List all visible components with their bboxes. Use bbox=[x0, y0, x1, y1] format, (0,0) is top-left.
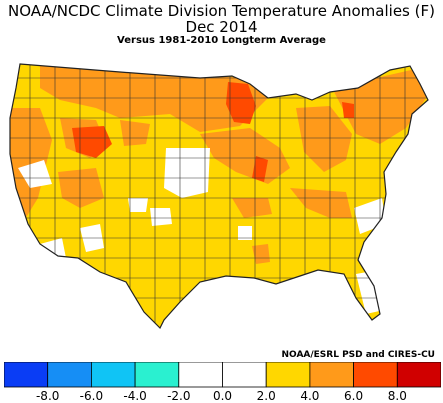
legend-swatch bbox=[47, 362, 92, 388]
legend-tick-label: -6.0 bbox=[79, 389, 104, 403]
color-legend bbox=[4, 362, 441, 388]
map-title: NOAA/NCDC Climate Division Temperature A… bbox=[8, 2, 435, 20]
legend-tick-label: -8.0 bbox=[35, 389, 60, 403]
legend-tick-label: 0.0 bbox=[212, 389, 233, 403]
legend-swatch bbox=[396, 362, 441, 388]
legend-swatch bbox=[309, 362, 354, 388]
legend-tick-label: 4.0 bbox=[300, 389, 320, 403]
legend-tick-label: -4.0 bbox=[123, 389, 147, 403]
legend-tick-label: 6.0 bbox=[344, 389, 364, 403]
map-period: Dec 2014 bbox=[185, 18, 258, 36]
legend-swatch bbox=[222, 362, 267, 388]
anomaly-fill-layer bbox=[10, 64, 428, 328]
legend-swatch bbox=[178, 362, 223, 388]
map-subtitle: Versus 1981-2010 Longterm Average bbox=[117, 35, 326, 46]
legend-swatch bbox=[91, 362, 136, 388]
legend-swatch bbox=[134, 362, 180, 388]
legend-swatch bbox=[265, 362, 311, 388]
legend-swatch bbox=[353, 362, 398, 388]
legend-tick-label: 8.0 bbox=[387, 389, 407, 403]
legend-tick-label: -2.0 bbox=[167, 389, 191, 403]
warm-6-8-regions bbox=[72, 82, 354, 182]
data-credit: NOAA/ESRL PSD and CIRES-CU bbox=[281, 350, 436, 360]
legend-swatch bbox=[4, 362, 49, 388]
legend-tick-label: 2.0 bbox=[256, 389, 276, 403]
us-anomaly-map bbox=[9, 63, 429, 329]
